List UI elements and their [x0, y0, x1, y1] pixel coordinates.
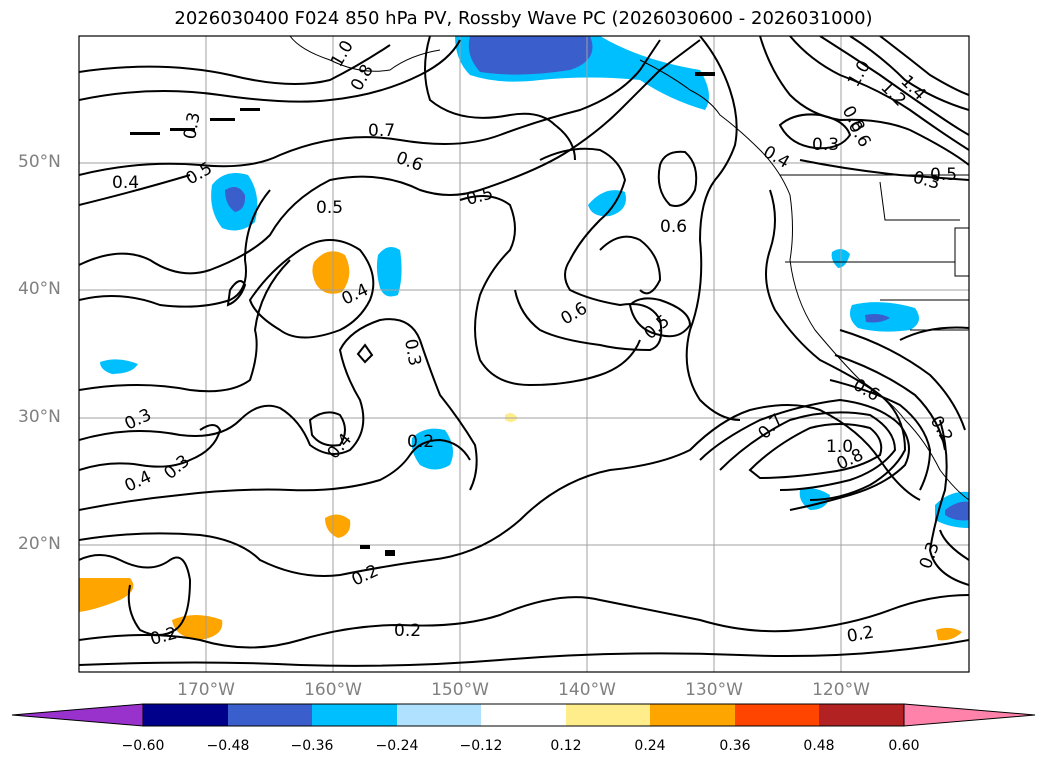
colorbar-tick-label: −0.60	[121, 738, 165, 754]
negative-anomaly-core	[945, 501, 969, 521]
lon-label: 140°W	[558, 680, 616, 700]
colorbar-segment	[735, 704, 819, 726]
lon-label: 130°W	[685, 680, 743, 700]
positive-anomaly-patch	[312, 251, 350, 294]
colorbar-tick-label: −0.24	[375, 738, 419, 754]
coastlines	[289, 36, 969, 501]
colorbar-segment	[481, 704, 566, 726]
contour-label: 0.3	[180, 111, 204, 141]
lat-label: 50°N	[18, 152, 61, 172]
map-title: 2026030400 F024 850 hPa PV, Rossby Wave …	[174, 8, 873, 29]
colorbar-segment	[650, 704, 735, 726]
colorbar-extend-high	[903, 703, 1036, 727]
colorbar-segment	[312, 704, 397, 726]
negative-anomaly-core	[468, 36, 593, 75]
colorbar-tick-label: −0.48	[206, 738, 250, 754]
positive-anomaly-patch	[936, 627, 962, 641]
positive-anomaly-patch	[79, 578, 134, 612]
colorbar-extend-low	[11, 703, 144, 727]
negative-anomaly-patch	[411, 428, 454, 470]
contour-label: 0.3	[400, 337, 424, 367]
negative-anomaly-patch	[100, 359, 138, 374]
colorbar-tick-label: −0.36	[290, 738, 334, 754]
contour-label: 0.3	[812, 135, 839, 155]
pv-contours	[79, 36, 969, 667]
colorbar	[11, 703, 1036, 727]
contour-label: 0.6	[660, 217, 687, 237]
negative-anomaly-patch	[588, 190, 626, 217]
map-frame	[78, 35, 970, 673]
colorbar-tick-label: 0.60	[888, 738, 920, 754]
colorbar-tick-label: 0.12	[550, 738, 582, 754]
positive-anomaly-patch	[325, 514, 351, 538]
contour-label: 0.2	[845, 623, 875, 647]
contour-label: 1.0	[826, 437, 853, 457]
colorbar-segment	[397, 704, 481, 726]
colorbar-segment	[819, 704, 904, 726]
negative-anomaly-core	[865, 314, 890, 323]
contour-label: 0.4	[112, 173, 139, 193]
lon-label: 150°W	[431, 680, 489, 700]
anomaly-shading	[79, 36, 969, 641]
lon-label: 170°W	[177, 680, 235, 700]
gridlines	[79, 36, 969, 672]
contour-label: 0.2	[394, 621, 421, 641]
colorbar-segment	[228, 704, 312, 726]
islands	[130, 72, 715, 556]
negative-anomaly-patch	[376, 246, 402, 297]
colorbar-tick-label: 0.24	[634, 738, 666, 754]
map-background	[79, 36, 969, 672]
contour-label: 0.5	[930, 165, 957, 185]
positive-anomaly-patch	[172, 615, 223, 640]
contour-label: 0.5	[316, 198, 343, 218]
colorbar-tick-label: 0.48	[803, 738, 835, 754]
colorbar-tick-label: −0.12	[459, 738, 503, 754]
lat-label: 30°N	[18, 407, 61, 427]
lat-label: 20°N	[18, 534, 61, 554]
contour-label: 0.7	[368, 121, 395, 141]
negative-anomaly-core	[225, 186, 246, 212]
colorbar-tick-label: 0.36	[719, 738, 751, 754]
lat-label: 40°N	[18, 279, 61, 299]
lon-label: 120°W	[812, 680, 870, 700]
lon-label: 160°W	[304, 680, 362, 700]
colorbar-segment	[143, 704, 228, 726]
contour-label: 0.2	[407, 432, 434, 452]
colorbar-segment	[566, 704, 650, 726]
